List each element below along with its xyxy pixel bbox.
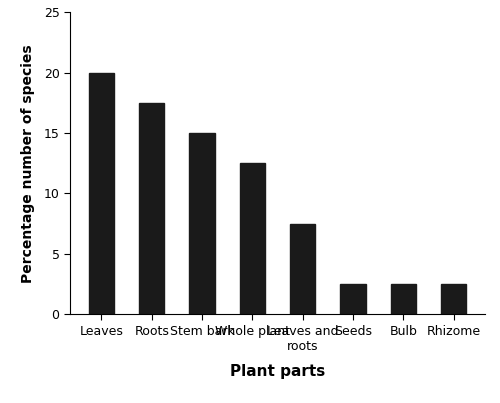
Bar — [390, 284, 416, 314]
Bar — [240, 163, 265, 314]
Bar — [139, 103, 164, 314]
X-axis label: Plant parts: Plant parts — [230, 364, 325, 379]
Bar — [290, 224, 315, 314]
Bar — [190, 133, 214, 314]
Y-axis label: Percentage number of species: Percentage number of species — [22, 44, 36, 283]
Bar — [441, 284, 466, 314]
Bar — [89, 73, 114, 314]
Bar — [340, 284, 365, 314]
